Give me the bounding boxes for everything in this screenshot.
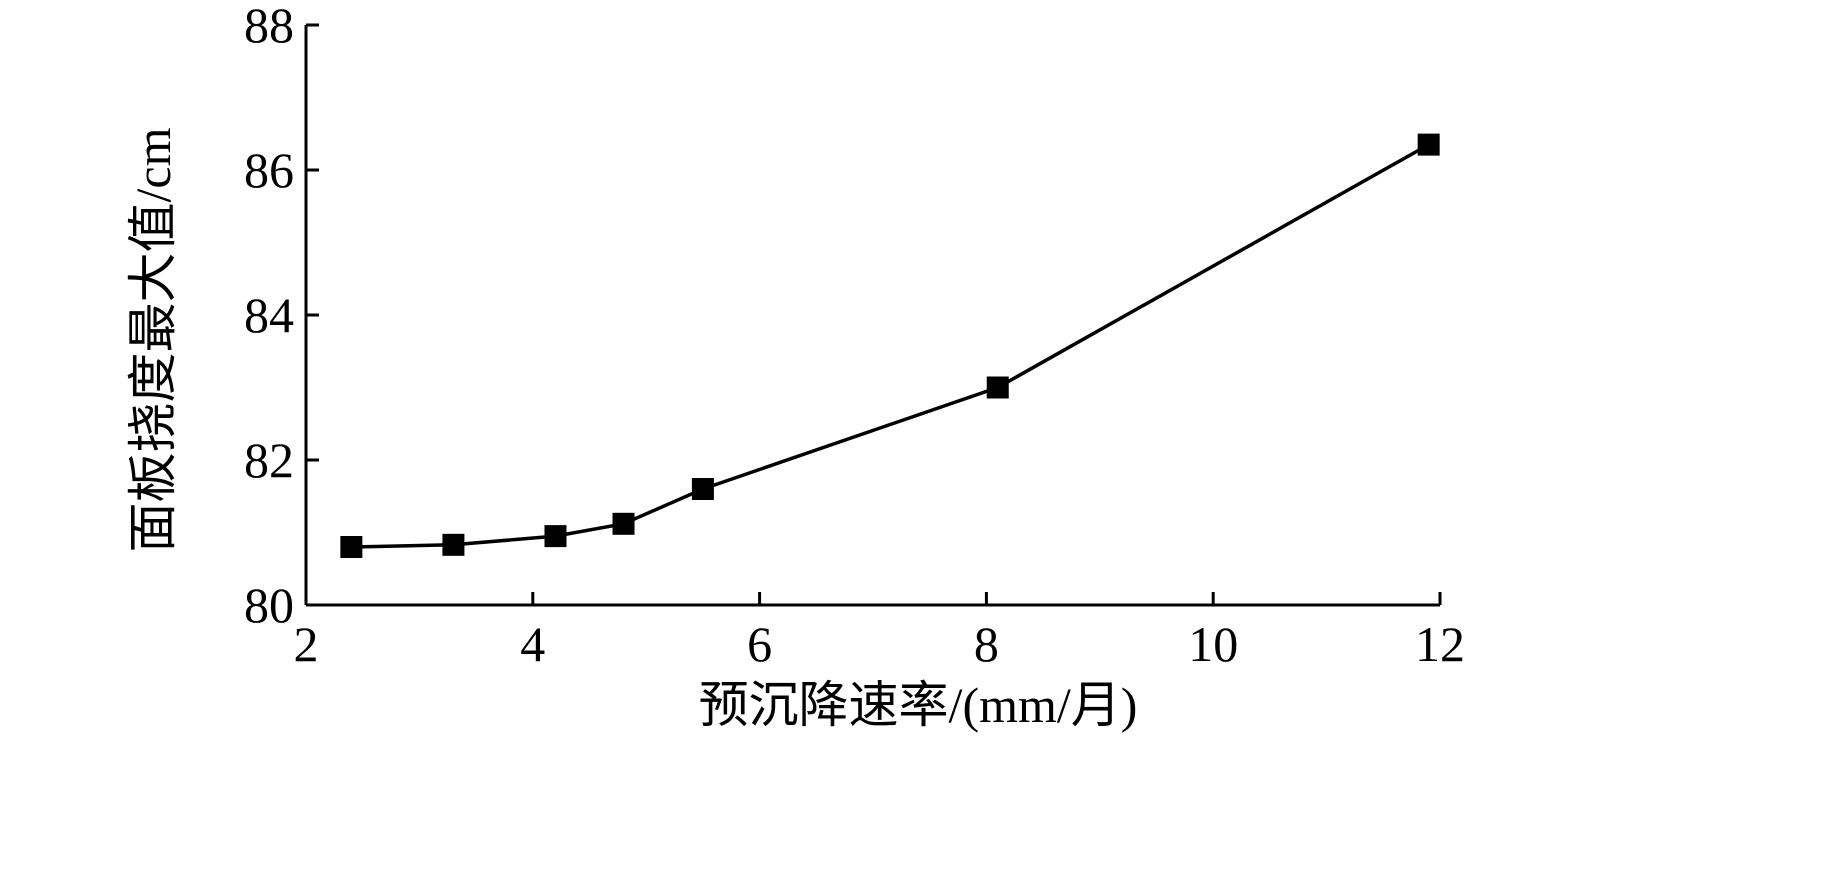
x-tick-label: 8 bbox=[974, 616, 999, 672]
y-tick-label: 82 bbox=[244, 432, 294, 488]
data-point bbox=[612, 512, 635, 535]
y-axis-title: 面板挠度最大值/cm bbox=[125, 127, 181, 552]
x-tick-label: 2 bbox=[294, 616, 319, 672]
y-tick-label: 84 bbox=[244, 287, 294, 343]
x-tick-label: 10 bbox=[1188, 616, 1238, 672]
y-tick-label: 88 bbox=[244, 0, 294, 53]
data-point bbox=[544, 525, 567, 548]
data-point bbox=[1417, 133, 1440, 156]
x-ticks: 2 4 6 8 10 12 bbox=[294, 592, 1465, 672]
axes bbox=[304, 25, 1440, 607]
data-point bbox=[986, 376, 1009, 399]
x-tick-label: 12 bbox=[1415, 616, 1465, 672]
y-tick-label: 86 bbox=[244, 142, 294, 198]
x-tick-label: 6 bbox=[747, 616, 772, 672]
x-axis-title: 预沉降速率/(mm/月) bbox=[699, 677, 1138, 733]
data-point bbox=[442, 533, 465, 556]
data-point bbox=[691, 478, 714, 500]
y-ticks: 80 82 84 86 88 bbox=[244, 0, 319, 633]
series-line bbox=[351, 143, 1430, 549]
series-layer bbox=[340, 133, 1440, 558]
y-tick-label: 80 bbox=[244, 577, 294, 633]
x-tick-label: 4 bbox=[520, 616, 545, 672]
data-point bbox=[340, 536, 363, 558]
